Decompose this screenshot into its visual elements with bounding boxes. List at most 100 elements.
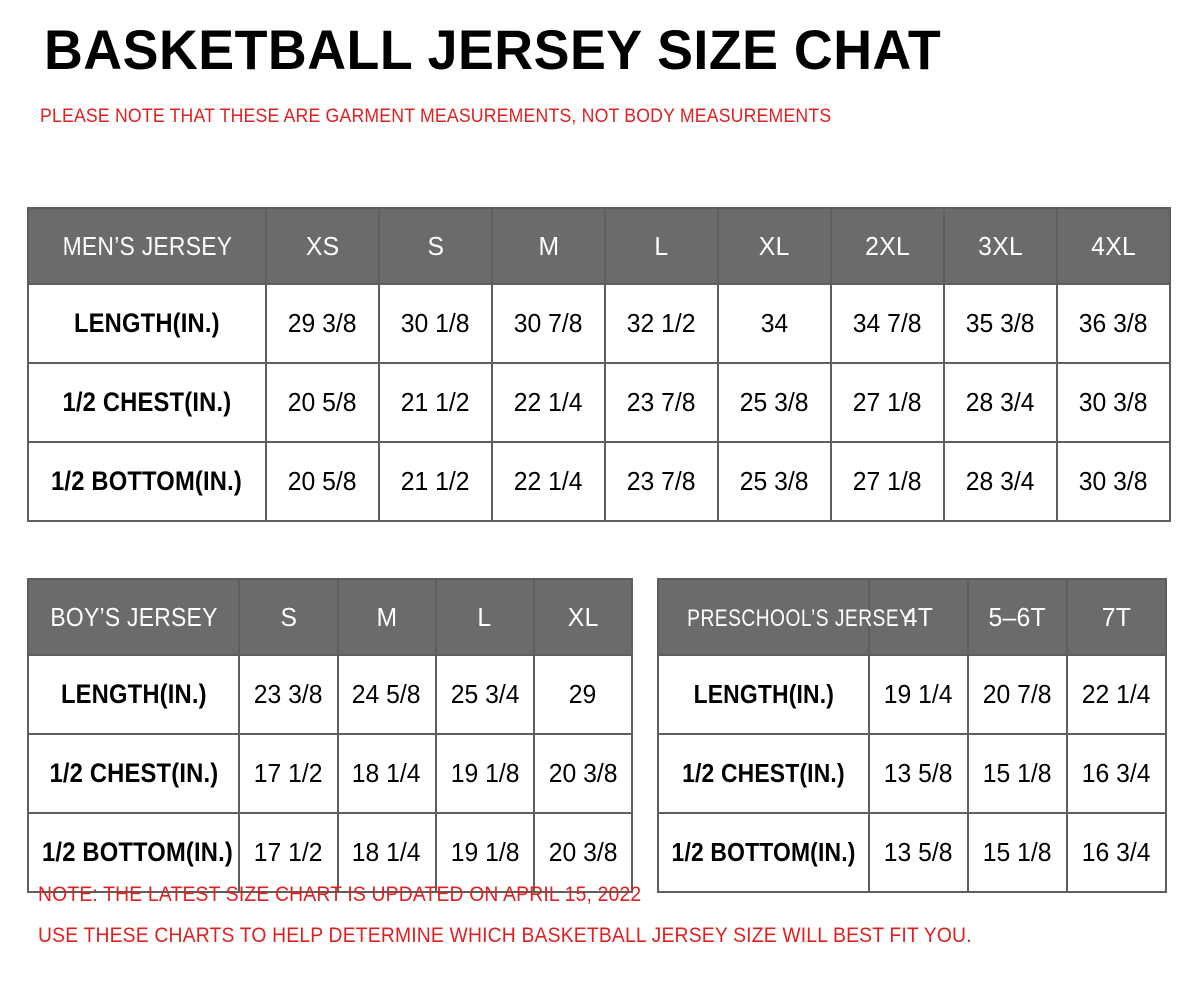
measurement-value: 32 1/2 bbox=[627, 308, 696, 338]
measurement-value: 20 5/8 bbox=[288, 466, 357, 496]
table-row: 1/2 BOTTOM(IN.) 13 5/8 15 1/8 16 3/4 bbox=[657, 812, 1167, 893]
measurement-value: 27 1/8 bbox=[853, 387, 922, 417]
measurement-label: 1/2 CHEST(IN.) bbox=[62, 387, 232, 417]
size-header-cell: S bbox=[238, 578, 339, 656]
measurement-value-cell: 19 1/8 bbox=[434, 812, 535, 893]
measurement-value: 35 3/8 bbox=[966, 308, 1035, 338]
size-header-label: S bbox=[280, 601, 297, 632]
measurement-value: 25 3/8 bbox=[740, 387, 809, 417]
measurement-value: 23 3/8 bbox=[254, 679, 323, 709]
measurement-value-cell: 29 3/8 bbox=[265, 283, 380, 364]
page-title: BASKETBALL JERSEY SIZE CHAT bbox=[44, 18, 942, 81]
measurement-value-cell: 29 bbox=[532, 654, 634, 735]
measurement-value-cell: 17 1/2 bbox=[238, 733, 339, 814]
size-header-cell: 2XL bbox=[830, 207, 945, 285]
measurement-label: 1/2 CHEST(IN.) bbox=[682, 758, 845, 788]
measurement-value: 22 1/4 bbox=[514, 387, 583, 417]
size-header-cell: S bbox=[378, 207, 493, 285]
measurement-value-cell: 32 1/2 bbox=[604, 283, 719, 364]
measurement-value-cell: 25 3/8 bbox=[717, 362, 832, 443]
size-header-label: XS bbox=[305, 230, 340, 261]
preschool-table-name-header-label: PRESCHOOL’S JERSEY bbox=[687, 604, 913, 632]
measurement-value: 17 1/2 bbox=[254, 758, 323, 788]
size-header-cell: XS bbox=[265, 207, 380, 285]
measurement-value: 19 1/8 bbox=[450, 758, 520, 788]
measurement-value-cell: 19 1/8 bbox=[434, 733, 535, 814]
mens-table-name-header: MEN’S JERSEY bbox=[27, 207, 267, 285]
measurement-value: 15 1/8 bbox=[983, 758, 1052, 788]
measurement-label: LENGTH(IN.) bbox=[74, 308, 220, 338]
measurement-value: 34 bbox=[760, 308, 789, 338]
measurement-value: 30 3/8 bbox=[1079, 387, 1148, 417]
size-header-cell: M bbox=[336, 578, 437, 656]
size-header-cell: 3XL bbox=[943, 207, 1058, 285]
measurement-value: 20 5/8 bbox=[288, 387, 357, 417]
measurement-label: 1/2 CHEST(IN.) bbox=[49, 758, 219, 788]
measurement-value: 29 bbox=[569, 679, 597, 709]
measurement-label-cell: 1/2 BOTTOM(IN.) bbox=[27, 441, 267, 522]
measurement-value-cell: 24 5/8 bbox=[336, 654, 437, 735]
measurement-value: 13 5/8 bbox=[884, 837, 953, 867]
measurement-label-cell: 1/2 CHEST(IN.) bbox=[657, 733, 870, 814]
size-header-cell: 4XL bbox=[1056, 207, 1171, 285]
measurement-value: 18 1/4 bbox=[352, 758, 421, 788]
measurement-value-cell: 20 5/8 bbox=[265, 362, 380, 443]
table-row: LENGTH(IN.) 19 1/4 20 7/8 22 1/4 bbox=[657, 654, 1167, 735]
measurement-value: 20 3/8 bbox=[548, 837, 618, 867]
measurement-value: 13 5/8 bbox=[884, 758, 953, 788]
size-header-label: XL bbox=[759, 230, 790, 261]
measurement-value: 34 7/8 bbox=[853, 308, 922, 338]
preschool-jersey-size-table: PRESCHOOL’S JERSEY 4T 5–6T 7T LENGTH(IN.… bbox=[657, 578, 1167, 893]
measurement-value: 23 7/8 bbox=[627, 466, 696, 496]
measurement-value-cell: 20 3/8 bbox=[532, 733, 634, 814]
measurement-label-cell: LENGTH(IN.) bbox=[27, 283, 267, 364]
size-header-cell: XL bbox=[717, 207, 832, 285]
size-header-cell: 7T bbox=[1066, 578, 1167, 656]
measurement-value: 28 3/4 bbox=[966, 466, 1035, 496]
table-row: 1/2 CHEST(IN.) 20 5/8 21 1/2 22 1/4 23 7… bbox=[27, 362, 1171, 443]
measurement-value: 30 7/8 bbox=[514, 308, 583, 338]
measurement-value-cell: 28 3/4 bbox=[943, 441, 1058, 522]
size-header-cell: XL bbox=[532, 578, 634, 656]
size-header-label: 4T bbox=[903, 601, 934, 632]
measurement-value-cell: 17 1/2 bbox=[238, 812, 339, 893]
measurement-value-cell: 22 1/4 bbox=[1066, 654, 1167, 735]
size-header-label: 5–6T bbox=[988, 601, 1047, 632]
measurement-value-cell: 35 3/8 bbox=[943, 283, 1058, 364]
measurement-value-cell: 16 3/4 bbox=[1066, 733, 1167, 814]
measurement-value-cell: 22 1/4 bbox=[491, 362, 606, 443]
measurement-label-cell: 1/2 BOTTOM(IN.) bbox=[657, 812, 870, 893]
size-header-cell: M bbox=[491, 207, 606, 285]
footer-note-update: NOTE: THE LATEST SIZE CHART IS UPDATED O… bbox=[38, 883, 642, 906]
mens-table-name-header-label: MEN’S JERSEY bbox=[62, 230, 232, 261]
measurement-value: 27 1/8 bbox=[853, 466, 922, 496]
measurement-value-cell: 20 5/8 bbox=[265, 441, 380, 522]
table-row: 1/2 BOTTOM(IN.) 17 1/2 18 1/4 19 1/8 20 … bbox=[26, 812, 634, 893]
measurement-value: 23 7/8 bbox=[627, 387, 696, 417]
measurement-value-cell: 36 3/8 bbox=[1056, 283, 1171, 364]
measurement-value: 25 3/8 bbox=[740, 466, 809, 496]
measurement-value-cell: 21 1/2 bbox=[378, 441, 493, 522]
size-header-label: 4XL bbox=[1091, 230, 1136, 261]
measurement-value-cell: 30 1/8 bbox=[378, 283, 493, 364]
measurement-label: 1/2 BOTTOM(IN.) bbox=[671, 837, 856, 867]
size-header-label: L bbox=[477, 601, 492, 632]
measurement-label: LENGTH(IN.) bbox=[60, 679, 207, 709]
measurement-value-cell: 30 3/8 bbox=[1056, 441, 1171, 522]
footer-notes: NOTE: THE LATEST SIZE CHART IS UPDATED O… bbox=[38, 884, 1053, 966]
measurement-value-cell: 23 7/8 bbox=[604, 441, 719, 522]
table-header-row: MEN’S JERSEY XS S M L XL 2XL 3XL 4XL bbox=[27, 207, 1171, 285]
measurement-value: 30 1/8 bbox=[401, 308, 470, 338]
measurement-label-cell: LENGTH(IN.) bbox=[26, 654, 241, 735]
measurement-value-cell: 15 1/8 bbox=[967, 733, 1068, 814]
measurement-value: 20 3/8 bbox=[548, 758, 618, 788]
measurement-label-cell: LENGTH(IN.) bbox=[657, 654, 870, 735]
table-row: 1/2 BOTTOM(IN.) 20 5/8 21 1/2 22 1/4 23 … bbox=[27, 441, 1171, 522]
measurement-value-cell: 30 3/8 bbox=[1056, 362, 1171, 443]
measurement-value: 21 1/2 bbox=[401, 466, 470, 496]
measurement-value-cell: 25 3/8 bbox=[717, 441, 832, 522]
measurement-value: 21 1/2 bbox=[401, 387, 470, 417]
table-row: 1/2 CHEST(IN.) 17 1/2 18 1/4 19 1/8 20 3… bbox=[26, 733, 634, 814]
boys-jersey-size-table: BOY’S JERSEY S M L XL LENGTH(IN.) 23 3/8… bbox=[26, 578, 634, 893]
measurement-value: 29 3/8 bbox=[288, 308, 357, 338]
